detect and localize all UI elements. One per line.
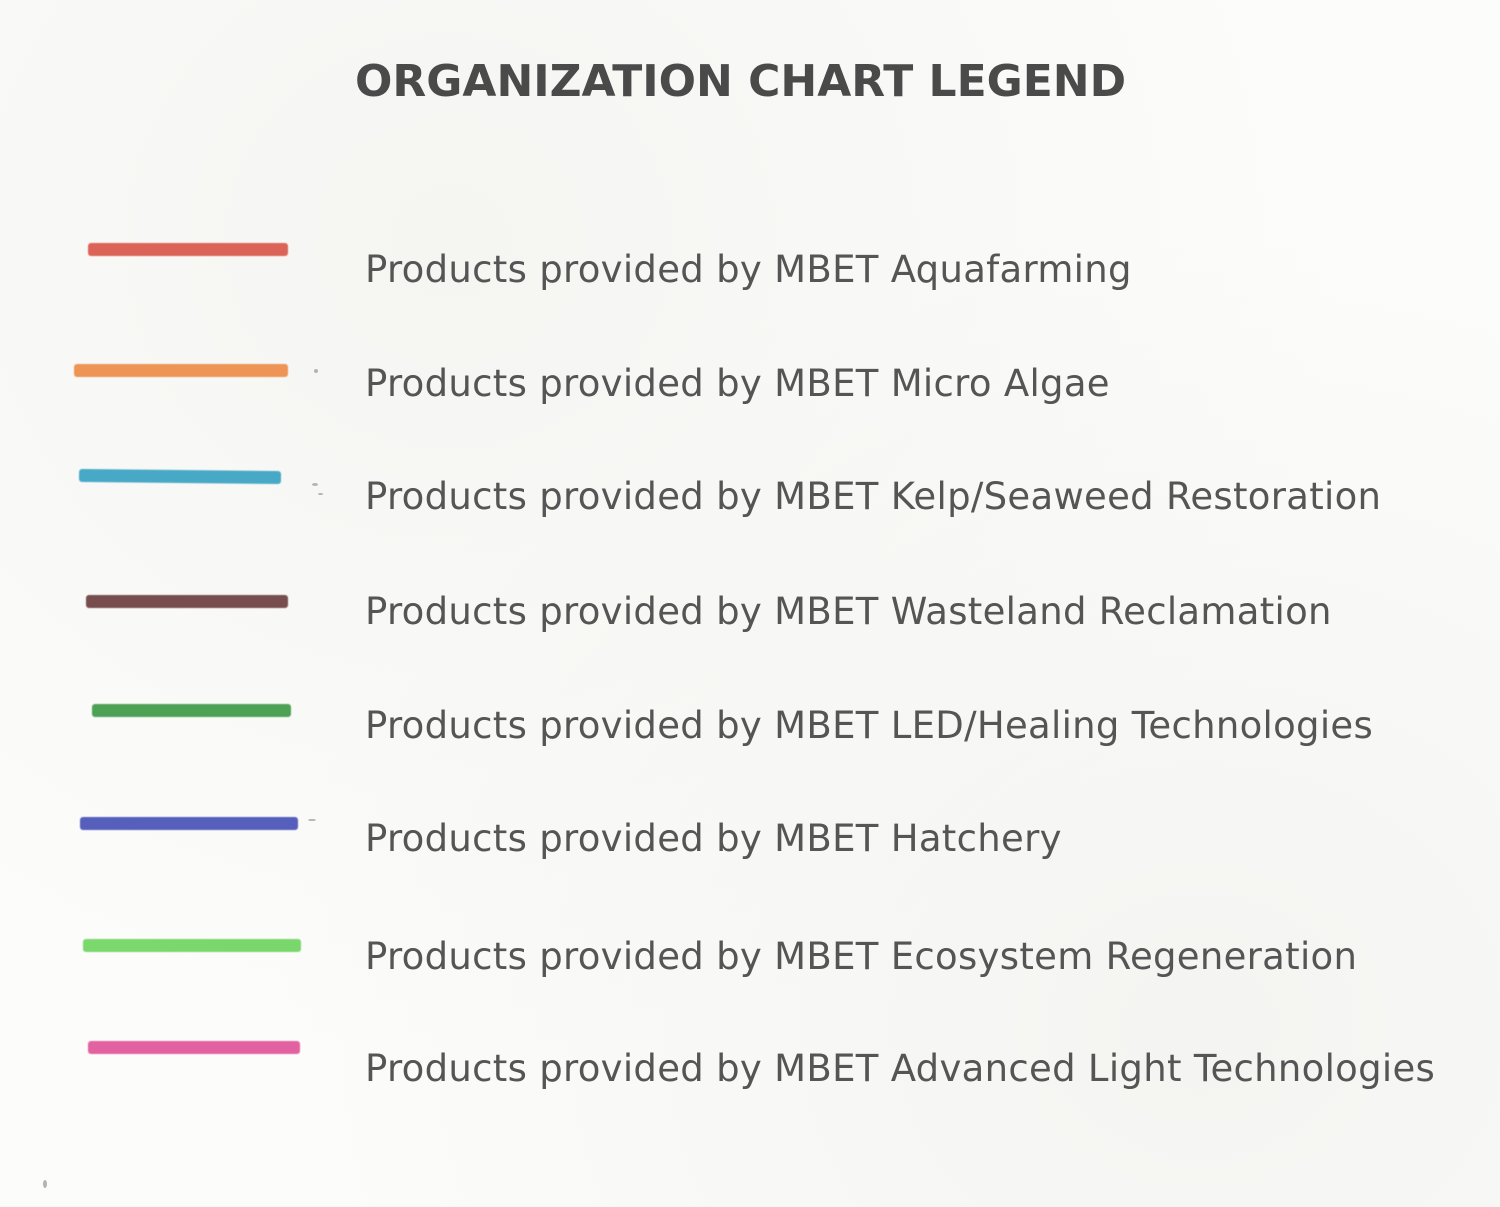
scan-speck — [312, 483, 318, 486]
legend-label-advanced-light: Products provided by MBET Advanced Light… — [365, 1047, 1436, 1090]
legend-swatch-ecosystem — [83, 939, 301, 952]
legend-item-advanced-light: Products provided by MBET Advanced Light… — [0, 1041, 1500, 1101]
legend-label-hatchery: Products provided by MBET Hatchery — [365, 817, 1062, 860]
scan-speck — [314, 369, 318, 373]
legend-label-led-healing: Products provided by MBET LED/Healing Te… — [365, 704, 1374, 747]
legend-swatch-aquafarming — [88, 243, 288, 256]
legend-label-micro-algae: Products provided by MBET Micro Algae — [365, 362, 1110, 405]
legend-item-aquafarming: Products provided by MBET Aquafarming — [0, 240, 1500, 300]
legend-swatch-led-healing — [92, 704, 291, 717]
scan-speck — [43, 1180, 47, 1188]
legend-swatch-kelp-seaweed — [78, 468, 282, 485]
legend-label-wasteland: Products provided by MBET Wasteland Recl… — [365, 590, 1332, 633]
legend-title: ORGANIZATION CHART LEGEND — [355, 56, 1127, 107]
legend-swatch-wasteland — [86, 595, 288, 608]
legend-item-wasteland: Products provided by MBET Wasteland Recl… — [0, 590, 1500, 655]
legend-label-ecosystem: Products provided by MBET Ecosystem Rege… — [365, 935, 1358, 978]
legend-item-ecosystem: Products provided by MBET Ecosystem Rege… — [0, 935, 1500, 999]
scan-speck — [318, 493, 323, 495]
legend-label-aquafarming: Products provided by MBET Aquafarming — [365, 248, 1132, 291]
legend-item-micro-algae: Products provided by MBET Micro Algae — [0, 362, 1500, 422]
legend-item-kelp-seaweed: Products provided by MBET Kelp/Seaweed R… — [0, 468, 1500, 530]
legend-swatch-advanced-light — [88, 1041, 300, 1054]
legend-swatch-micro-algae — [74, 364, 288, 377]
scan-speck — [308, 819, 316, 821]
legend-item-hatchery: Products provided by MBET Hatchery — [0, 817, 1500, 877]
legend-label-kelp-seaweed: Products provided by MBET Kelp/Seaweed R… — [365, 475, 1382, 518]
legend-item-led-healing: Products provided by MBET LED/Healing Te… — [0, 704, 1500, 764]
legend-swatch-hatchery — [80, 817, 298, 830]
